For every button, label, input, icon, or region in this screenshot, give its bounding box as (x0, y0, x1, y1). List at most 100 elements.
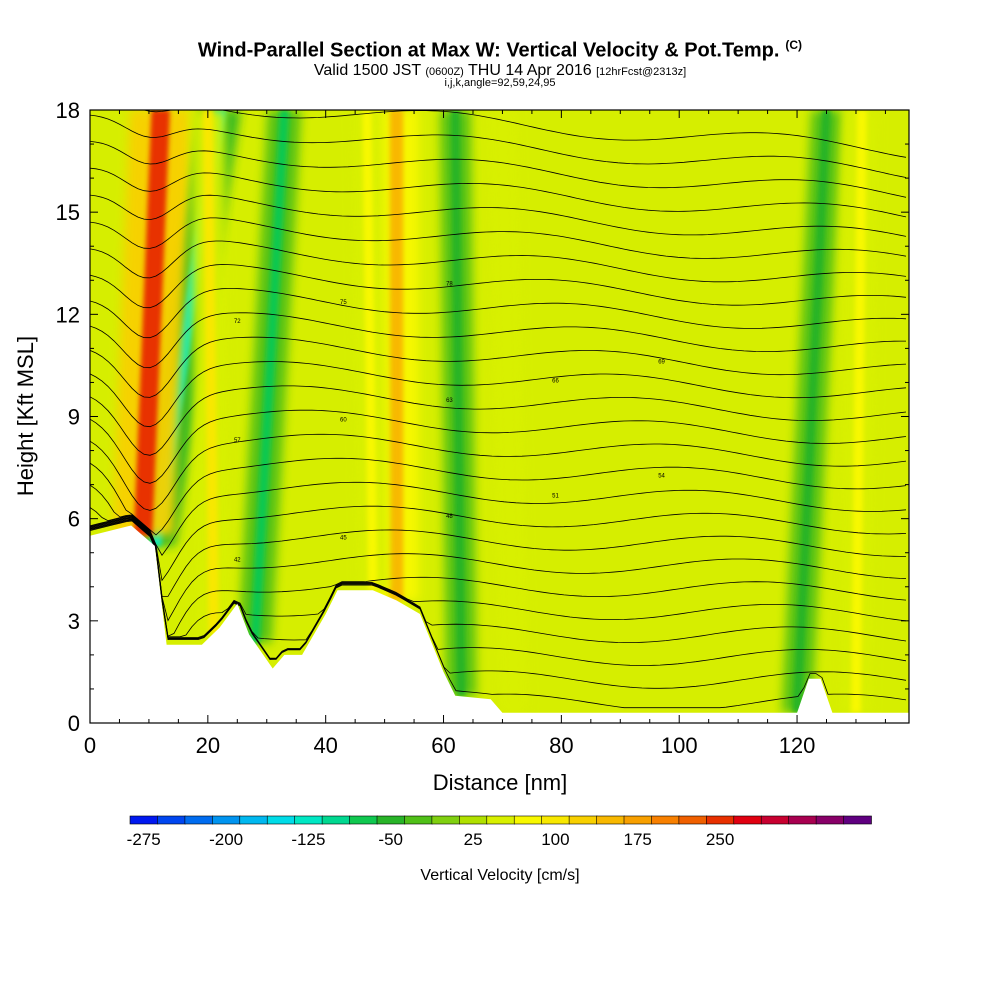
y-tick-label: 12 (56, 302, 80, 327)
isentrope-line (90, 240, 907, 283)
colorbar-tick-label: -50 (378, 830, 403, 849)
y-tick-label: 3 (68, 609, 80, 634)
isentrope-line (90, 167, 907, 218)
colorbar-swatch (239, 815, 269, 825)
plot-area: 42 45 48 51 54 57 60 63 66 69 72 75 78 (90, 110, 909, 723)
downdraft-core (249, 110, 290, 643)
colorbar-swatch (596, 815, 625, 825)
contour-label: 75 (340, 300, 347, 306)
colorbar-swatch (678, 815, 708, 825)
isentrope-line (90, 264, 907, 309)
x-tick-label: 60 (431, 733, 455, 758)
colorbar-swatch (623, 815, 653, 825)
isentrope-line (90, 336, 907, 398)
updraft-core (202, 110, 219, 634)
x-tick-label: 80 (549, 733, 573, 758)
colorbar-swatch (349, 815, 378, 825)
colorbar-tick-label: 25 (464, 830, 483, 849)
valid-time-jst: Valid 1500 JST (313, 62, 421, 79)
colorbar-tick-label: -125 (291, 830, 325, 849)
x-tick-label: 0 (84, 733, 96, 758)
y-tick-label: 15 (56, 200, 80, 225)
colorbar-tick-label: -200 (209, 830, 243, 849)
contour-label: 45 (340, 536, 347, 542)
chart-subtitle: i,j,k,angle=92,59,24,95 (444, 77, 556, 89)
colorbar-swatch (788, 815, 817, 825)
colorbar-swatch (212, 815, 241, 825)
contour-label: 78 (446, 281, 453, 287)
colorbar-swatch (157, 815, 186, 825)
isentrope-line (90, 515, 906, 597)
colorbar-swatch (486, 815, 516, 825)
colorbar-swatch (431, 815, 461, 825)
colorbar-swatch (266, 815, 296, 825)
colorbar-swatch (513, 815, 543, 825)
colorbar-tick-label: 100 (541, 830, 569, 849)
contour-label: 48 (446, 514, 453, 520)
y-tick-label: 6 (68, 507, 80, 532)
x-tick-label: 20 (196, 733, 220, 758)
x-axis-label: Distance [nm] (433, 770, 568, 795)
isentrope-line (90, 505, 907, 582)
chart-valid-time: Valid 1500 JST (0600Z) THU 14 Apr 2016 [… (0, 62, 1000, 80)
colorbar-swatch (459, 815, 488, 825)
updraft-core (497, 110, 519, 713)
downdraft-core (450, 110, 466, 697)
isentrope-line (90, 481, 907, 556)
colorbar-swatch (184, 815, 214, 825)
isentrope-line (90, 288, 907, 339)
colorbar-label: Vertical Velocity [cm/s] (420, 867, 579, 884)
isentrope-line (90, 361, 907, 428)
colorbar-swatch (376, 815, 406, 825)
contour-label: 66 (552, 378, 559, 384)
chart-title-text: Wind-Parallel Section at Max W: Vertical… (197, 39, 780, 62)
potential-temperature-contours: 42 45 48 51 54 57 60 63 66 69 72 75 78 (90, 110, 907, 709)
colorbar-tick-label: 250 (706, 830, 734, 849)
colorbar-swatch (541, 815, 570, 825)
y-tick-label: 0 (68, 711, 80, 736)
isentrope-line (90, 518, 907, 643)
colorbar-tick-label: -275 (127, 830, 161, 849)
contour-label: 57 (234, 438, 241, 444)
contour-label: 51 (552, 493, 559, 499)
isentrope-line (90, 217, 907, 259)
contour-label: 60 (340, 418, 347, 424)
colorbar-swatch (733, 815, 763, 825)
colorbar-swatch (404, 815, 433, 825)
contour-label: 54 (658, 473, 665, 479)
updraft-core (362, 110, 378, 591)
isentrope-line (90, 457, 907, 536)
isentrope-line (90, 385, 907, 456)
x-tick-label: 100 (661, 733, 698, 758)
colorbar-swatch (815, 815, 845, 825)
contour-label: 63 (446, 398, 453, 404)
isentrope-line (90, 516, 907, 622)
y-tick-label: 18 (56, 98, 80, 123)
colorbar-swatch (843, 815, 872, 825)
isentrope-line (90, 519, 907, 666)
isentrope-line (142, 110, 907, 158)
colorbar-swatch (651, 815, 680, 825)
isentrope-line (90, 114, 907, 178)
colorbar-swatch (706, 815, 735, 825)
isentrope-line (90, 433, 907, 511)
forecast-tag: [12hrFcst@2313z] (596, 66, 687, 78)
chart-title-unit: (C) (785, 38, 803, 52)
colorbar-swatch (568, 815, 598, 825)
valid-time-utc: (0600Z) (425, 66, 464, 78)
isentrope-line (90, 517, 907, 637)
valid-date: THU 14 Apr 2016 (468, 62, 592, 79)
updraft-core (850, 110, 867, 713)
contour-label: 69 (658, 360, 665, 366)
isentrope-line (90, 194, 907, 237)
contour-label: 42 (234, 557, 241, 563)
chart-title: Wind-Parallel Section at Max W: Vertical… (0, 38, 1000, 63)
isentrope-line (90, 312, 906, 369)
y-axis-label: Height [Kft MSL] (13, 336, 38, 496)
isentrope-line (90, 519, 907, 689)
x-tick-label: 120 (779, 733, 816, 758)
colorbar-swatch (294, 815, 323, 825)
colorbar-swatch (760, 815, 790, 825)
